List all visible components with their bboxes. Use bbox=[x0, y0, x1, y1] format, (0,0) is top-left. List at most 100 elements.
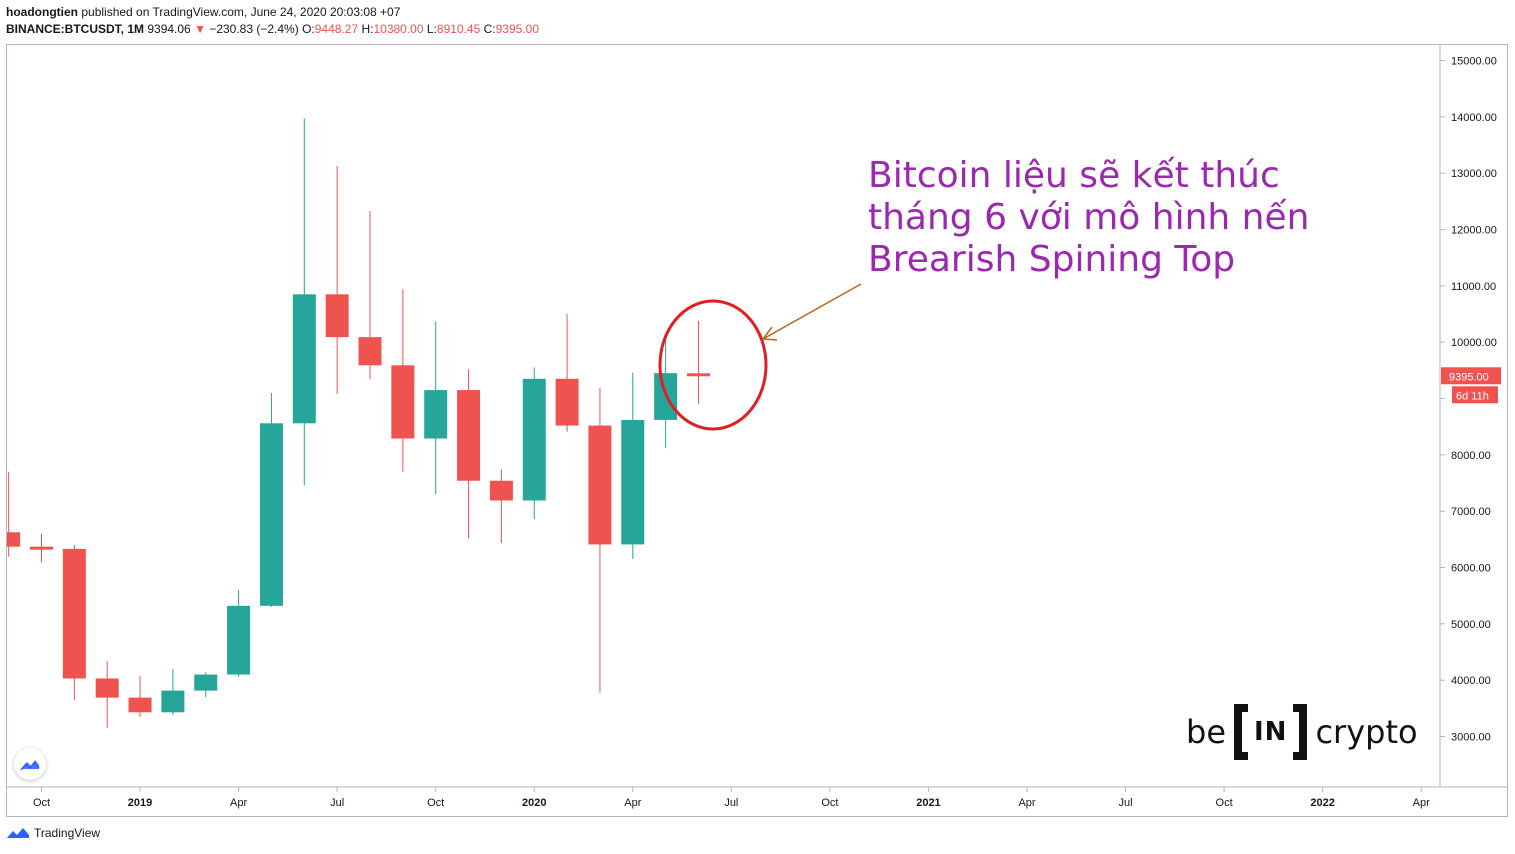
last-price-tag-text: 9395.00 bbox=[1449, 371, 1489, 383]
tradingview-cloud-icon bbox=[20, 760, 40, 771]
open-value: 9448.27 bbox=[314, 22, 359, 36]
tradingview-badge[interactable] bbox=[14, 748, 46, 780]
candle-2019-11 bbox=[457, 369, 481, 539]
footer-brand: TradingView bbox=[34, 826, 101, 840]
candle-body-2018-12 bbox=[95, 678, 119, 698]
candle-2020-03 bbox=[588, 387, 612, 693]
time-tick-label-2019-10: Oct bbox=[427, 797, 444, 809]
low-value: 8910.45 bbox=[436, 22, 481, 36]
price-tick-label-6000: 6000.00 bbox=[1451, 563, 1491, 575]
price-tick-label-15000: 15000.00 bbox=[1451, 56, 1497, 68]
candle-body-2019-08 bbox=[358, 337, 382, 366]
candle-2019-01 bbox=[128, 675, 152, 717]
countdown-tag bbox=[1452, 386, 1498, 404]
candle-body-2020-02 bbox=[555, 378, 579, 426]
logo-bracket: IN bbox=[1234, 704, 1308, 760]
candle-body-2018-10 bbox=[30, 546, 53, 550]
time-tick-label-2021-01: 2021 bbox=[916, 797, 940, 809]
symbol-label: BINANCE:BTCUSDT, 1M bbox=[6, 22, 144, 36]
time-tick-label-2021-04: Apr bbox=[1018, 797, 1035, 809]
candle-2019-08 bbox=[358, 210, 382, 380]
publish-info: hoadongtien published on TradingView.com… bbox=[6, 5, 400, 19]
chart-frame bbox=[6, 44, 1508, 817]
author-name: hoadongtien bbox=[6, 5, 78, 19]
candle-2018-10 bbox=[30, 533, 53, 563]
price-tick-label-11000: 11000.00 bbox=[1451, 281, 1496, 293]
high-value: 10380.00 bbox=[373, 22, 424, 36]
candle-body-2018-09 bbox=[7, 532, 21, 547]
price-tags: 9395.00 6d 11h bbox=[1441, 367, 1501, 404]
time-tick-label-2021-07: Jul bbox=[1119, 797, 1133, 809]
annotation-arrow-line bbox=[762, 283, 862, 340]
candle-body-2019-12 bbox=[489, 480, 513, 501]
price-tick-label-7000: 7000.00 bbox=[1451, 506, 1491, 518]
candle-body-2020-06 bbox=[687, 373, 710, 377]
candle-2019-02 bbox=[161, 668, 185, 716]
beincrypto-logo: be IN crypto bbox=[1186, 703, 1418, 761]
candle-2019-06 bbox=[292, 118, 316, 486]
candle-2019-10 bbox=[424, 321, 448, 495]
publish-text: published on TradingView.com, June 24, 2… bbox=[81, 5, 401, 19]
time-tick-label-2020-07: Jul bbox=[724, 797, 738, 809]
countdown-tag-text: 6d 11h bbox=[1456, 390, 1489, 402]
highlight-circle bbox=[658, 299, 768, 431]
annotation-arrow-head bbox=[761, 326, 778, 341]
candle-body-2020-01 bbox=[522, 378, 546, 501]
time-tick-label-2019-04: Apr bbox=[230, 797, 247, 809]
time-axis: Oct 2019 Apr Jul Oct 2020 Apr Jul Oct 2021 Apr Jul O… bbox=[33, 787, 1430, 809]
price-tick-label-10000: 10000.00 bbox=[1451, 337, 1497, 349]
annotation-text: Bitcoin liệu sẽ kết thúc tháng 6 với mô … bbox=[868, 155, 1310, 280]
time-tick-label-2020-10: Oct bbox=[821, 797, 838, 809]
price-tick-label-12000: 12000.00 bbox=[1451, 225, 1497, 237]
time-tick-label-2019-01: 2019 bbox=[128, 797, 152, 809]
candle-body-2019-06 bbox=[292, 294, 316, 424]
time-tick-label-2022-01: 2022 bbox=[1310, 797, 1334, 809]
logo-text-middle: IN bbox=[1254, 717, 1288, 747]
candle-body-2019-07 bbox=[325, 294, 349, 338]
candle-body-2019-10 bbox=[424, 390, 448, 439]
tradingview-logo-icon bbox=[7, 828, 29, 838]
candle-body-2019-03 bbox=[194, 674, 218, 691]
candle-body-2020-03 bbox=[588, 425, 612, 545]
down-triangle-icon: ▼ bbox=[194, 22, 206, 36]
candle-body-2018-11 bbox=[62, 548, 86, 679]
candle-body-2019-05 bbox=[259, 423, 283, 606]
open-label: O: bbox=[302, 22, 315, 36]
last-price: 9394.06 bbox=[147, 22, 191, 36]
candle-2020-04 bbox=[621, 372, 645, 560]
low-label: L: bbox=[426, 22, 437, 36]
candle-2019-05 bbox=[259, 392, 283, 607]
annotation-shapes bbox=[658, 283, 862, 431]
candle-body-2020-04 bbox=[621, 419, 645, 545]
candle-2019-07 bbox=[325, 165, 349, 395]
candle-2018-12 bbox=[95, 661, 119, 729]
close-value: 9395.00 bbox=[495, 22, 540, 36]
price-tick-label-4000: 4000.00 bbox=[1451, 675, 1491, 687]
time-tick-label-2018-10: Oct bbox=[33, 797, 50, 809]
logo-text-right: crypto bbox=[1315, 713, 1418, 751]
candle-2019-12 bbox=[489, 469, 513, 544]
candle-2018-09 bbox=[7, 471, 21, 557]
candle-2019-09 bbox=[391, 289, 415, 472]
price-axis: 3000.00 4000.00 5000.00 6000.00 7000.00 8000.… bbox=[1440, 56, 1497, 744]
time-tick-label-2021-10: Oct bbox=[1216, 797, 1233, 809]
time-tick-label-2020-04: Apr bbox=[624, 797, 641, 809]
time-tick-label-2020-01: 2020 bbox=[522, 797, 546, 809]
candle-body-2019-09 bbox=[391, 365, 415, 439]
candle-2019-03 bbox=[194, 672, 218, 698]
candle-body-2019-01 bbox=[128, 697, 152, 713]
candle-2020-06 bbox=[687, 320, 710, 404]
tradingview-footer[interactable]: TradingView bbox=[6, 826, 100, 840]
price-change: −230.83 (−2.4%) bbox=[209, 22, 299, 36]
high-label: H: bbox=[361, 22, 374, 36]
candle-body-2019-04 bbox=[227, 605, 251, 675]
time-tick-label-2022-04: Apr bbox=[1413, 797, 1430, 809]
price-tick-label-5000: 5000.00 bbox=[1451, 619, 1491, 631]
price-tick-label-14000: 14000.00 bbox=[1451, 112, 1497, 124]
ohlc-legend: BINANCE:BTCUSDT, 1M 9394.06 ▼ −230.83 (−… bbox=[6, 22, 539, 36]
candles-group bbox=[7, 118, 710, 729]
close-label: C: bbox=[483, 22, 496, 36]
price-tick-label-3000: 3000.00 bbox=[1451, 732, 1491, 744]
candle-2019-04 bbox=[227, 590, 251, 677]
